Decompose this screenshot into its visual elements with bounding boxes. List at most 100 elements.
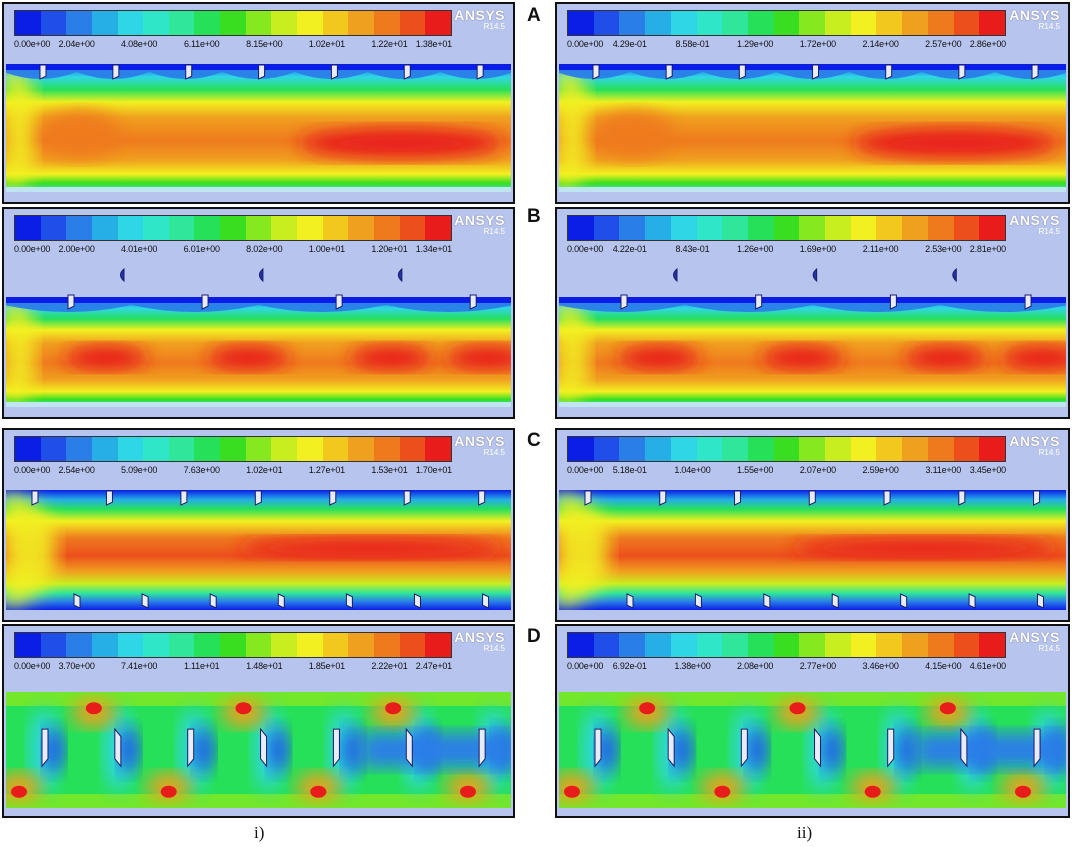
legend-swatch [220, 11, 246, 35]
legend-swatch [593, 216, 620, 240]
legend-tick-labels: 0.00e+00 2.04e+00 4.08e+00 6.11e+00 8.15e+00… [14, 39, 452, 51]
legend-tick-label: 0.00e+00 [567, 39, 604, 49]
legend-swatch [425, 437, 451, 461]
legend-tick-label: 7.41e+00 [121, 661, 158, 671]
column-label-i: i) [254, 823, 265, 842]
baffle-blade [114, 727, 122, 768]
legend-swatch [696, 437, 723, 461]
legend-swatch [645, 11, 671, 35]
baffle-blade [763, 593, 771, 609]
legend-swatch [747, 437, 774, 461]
legend-swatch [799, 633, 826, 657]
legend-swatch [568, 216, 594, 240]
legend-swatch [927, 633, 954, 657]
legend-swatch [953, 633, 980, 657]
ansys-version-text: R14.5 [483, 22, 505, 31]
legend-swatch [399, 11, 426, 35]
ansys-logo: ANSYS R14.5 [1009, 8, 1060, 31]
legend-tick-label: 1.69e+00 [799, 244, 836, 254]
legend-tick-label: 0.00e+00 [567, 661, 604, 671]
legend-swatch [902, 11, 928, 35]
baffle-blade [180, 490, 188, 506]
legend-tick-label: 2.47e+01 [415, 661, 452, 671]
legend-tick-label: 8.43e-01 [675, 244, 710, 254]
legend-swatch [773, 216, 800, 240]
baffle-blade [67, 294, 75, 310]
baffle-blade [260, 727, 268, 768]
baffle-tab [673, 267, 678, 283]
legend-swatch [979, 216, 1005, 240]
legend-swatch [66, 216, 92, 240]
baffle-blade [831, 593, 839, 609]
baffle-blade [659, 490, 667, 506]
legend-swatch [979, 11, 1005, 35]
legend-swatch [40, 437, 67, 461]
legend-tick-label: 2.54e+00 [58, 465, 95, 475]
legend-tick-labels: 0.00e+00 2.54e+00 5.09e+00 7.63e+00 1.02e+01… [14, 465, 452, 477]
baffle-blade [968, 593, 976, 609]
legend-tick-label: 1.53e+01 [371, 465, 408, 475]
legend-swatch [245, 216, 272, 240]
legend-tick-label: 2.07e+00 [799, 465, 836, 475]
legend-tick-label: 3.46e+00 [862, 661, 899, 671]
legend-swatch [645, 216, 671, 240]
legend-tick-label: 1.34e+01 [415, 244, 452, 254]
ansys-version-text: R14.5 [1038, 22, 1060, 31]
legend-tick-label: 2.57e+00 [925, 39, 962, 49]
legend-swatch [747, 11, 774, 35]
ansys-version-text: R14.5 [483, 644, 505, 653]
legend-swatch [747, 216, 774, 240]
baffle-blade [413, 593, 421, 609]
legend-swatch [773, 11, 800, 35]
legend-tick-label: 8.02e+00 [246, 244, 283, 254]
legend-swatch [245, 633, 272, 657]
legend-tick-label: 6.01e+00 [183, 244, 220, 254]
legend-swatch [799, 11, 826, 35]
legend-tick-label: 2.86e+00 [969, 39, 1006, 49]
baffle-blade [185, 64, 193, 80]
baffle-blade [740, 728, 748, 768]
legend-swatch [220, 216, 246, 240]
legend-swatch [670, 11, 697, 35]
baffle-blade [958, 490, 966, 506]
ansys-logo-text: ANSYS [1009, 433, 1060, 449]
legend-swatch [322, 216, 349, 240]
baffle-blade [141, 593, 149, 609]
ansys-logo-text: ANSYS [1009, 212, 1060, 228]
legend-tick-label: 4.61e+00 [969, 661, 1006, 671]
legend-tick-label: 8.58e-01 [675, 39, 710, 49]
legend-swatch [373, 633, 400, 657]
ansys-logo-text: ANSYS [454, 433, 505, 449]
legend-tick-label: 4.29e-01 [612, 39, 647, 49]
baffle-blade [889, 294, 897, 310]
baffle-blade [73, 593, 81, 609]
legend-tick-label: 1.72e+00 [799, 39, 836, 49]
legend-swatch [773, 437, 800, 461]
legend-swatch [15, 11, 41, 35]
legend-tick-label: 2.81e+00 [969, 244, 1006, 254]
legend-swatch [91, 11, 118, 35]
flow-contour-field [559, 692, 1066, 808]
legend-tick-label: 0.00e+00 [14, 465, 51, 475]
legend-swatch [245, 11, 272, 35]
legend-tick-label: 0.00e+00 [14, 39, 51, 49]
baffle-blade [105, 490, 113, 506]
legend-swatch [220, 437, 246, 461]
ansys-logo-text: ANSYS [454, 7, 505, 23]
baffle-blade [1031, 64, 1039, 80]
baffle-blade [808, 490, 816, 506]
contour-panel-b-ii: 0.00e+00 4.22e-01 8.43e-01 1.26e+00 1.69e+00… [555, 207, 1070, 419]
row-label-b: B [527, 206, 541, 227]
row-label-a: A [527, 5, 541, 26]
legend-tick-label: 1.55e+00 [737, 465, 774, 475]
legend-tick-label: 1.02e+01 [246, 465, 283, 475]
legend-swatch [143, 216, 169, 240]
legend-swatch [696, 216, 723, 240]
legend-swatch [425, 11, 451, 35]
legend-tick-label: 1.00e+01 [308, 244, 345, 254]
baffle-blade [1033, 490, 1041, 506]
legend-color-bar [567, 215, 1006, 241]
baffle-tab [952, 267, 957, 283]
legend-swatch [696, 11, 723, 35]
contour-panel-c-ii: 0.00e+00 5.18e-01 1.04e+00 1.55e+00 2.07e+00… [555, 428, 1070, 622]
